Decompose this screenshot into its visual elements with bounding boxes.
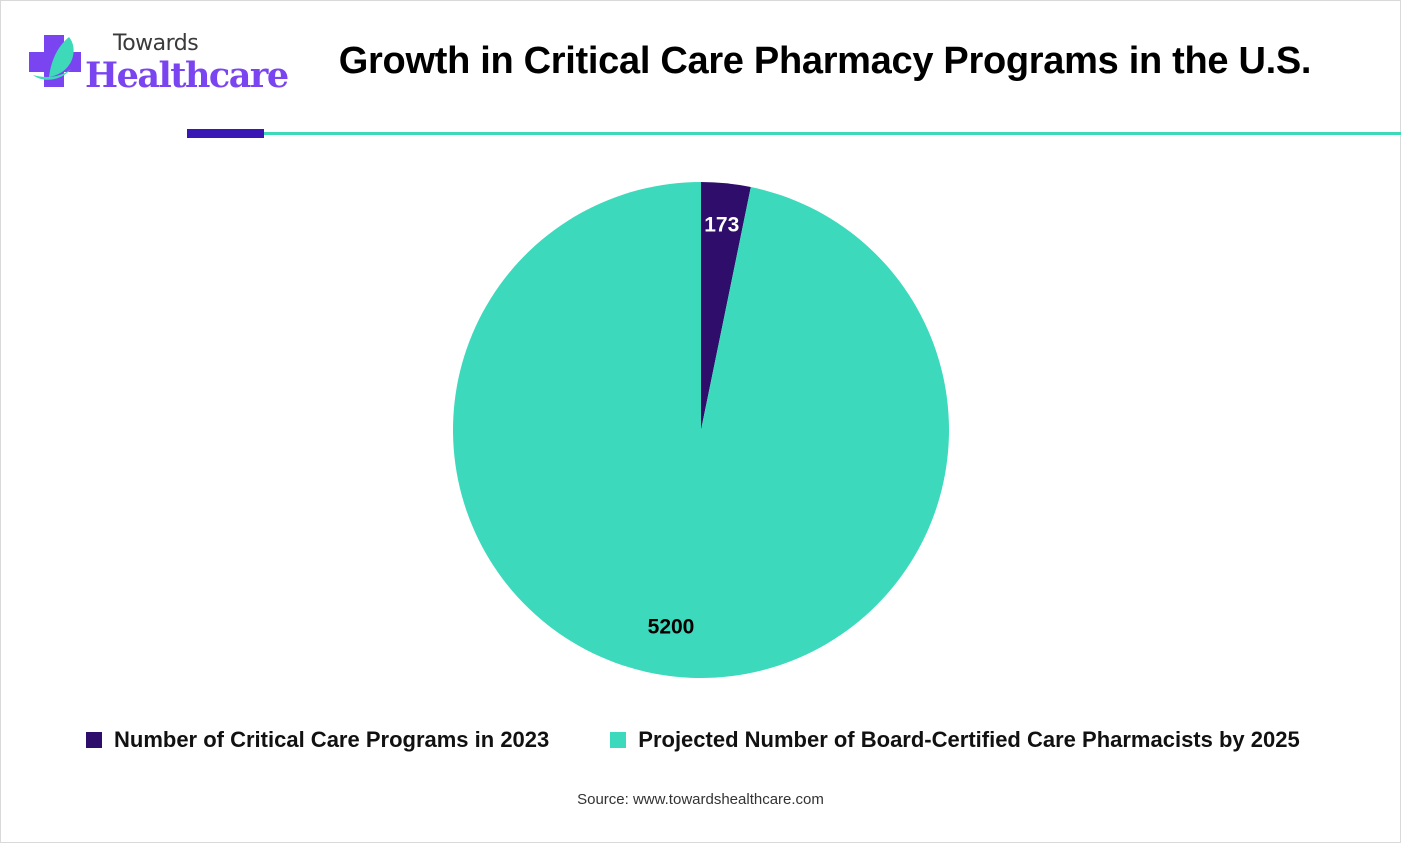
- pie-slice: [701, 182, 751, 430]
- source-note: Source: www.towardshealthcare.com: [577, 791, 824, 808]
- legend-swatch: [86, 732, 102, 748]
- chart-title: Growth in Critical Care Pharmacy Program…: [338, 40, 1312, 82]
- pie-data-label: 5200: [648, 616, 695, 639]
- pie-data-label: 173: [704, 214, 739, 237]
- legend-label: Projected Number of Board-Certified Care…: [638, 727, 1300, 752]
- title-divider-line: [264, 132, 1401, 135]
- legend-swatch: [610, 732, 627, 748]
- brand-logo: Towards Healthcare: [27, 31, 289, 96]
- legend-label: Number of Critical Care Programs in 2023: [114, 727, 550, 752]
- title-divider-accent: [187, 129, 264, 138]
- plus-leaf-logo-icon: [29, 35, 81, 87]
- brand-name-line1: Towards: [113, 31, 199, 56]
- legend-item: Number of Critical Care Programs in 2023: [86, 727, 549, 753]
- chart-legend: Number of Critical Care Programs in 2023…: [86, 727, 1361, 753]
- brand-name-line2: Healthcare: [85, 55, 289, 96]
- pie-slice: [452, 181, 949, 678]
- legend-item: Projected Number of Board-Certified Care…: [610, 727, 1300, 753]
